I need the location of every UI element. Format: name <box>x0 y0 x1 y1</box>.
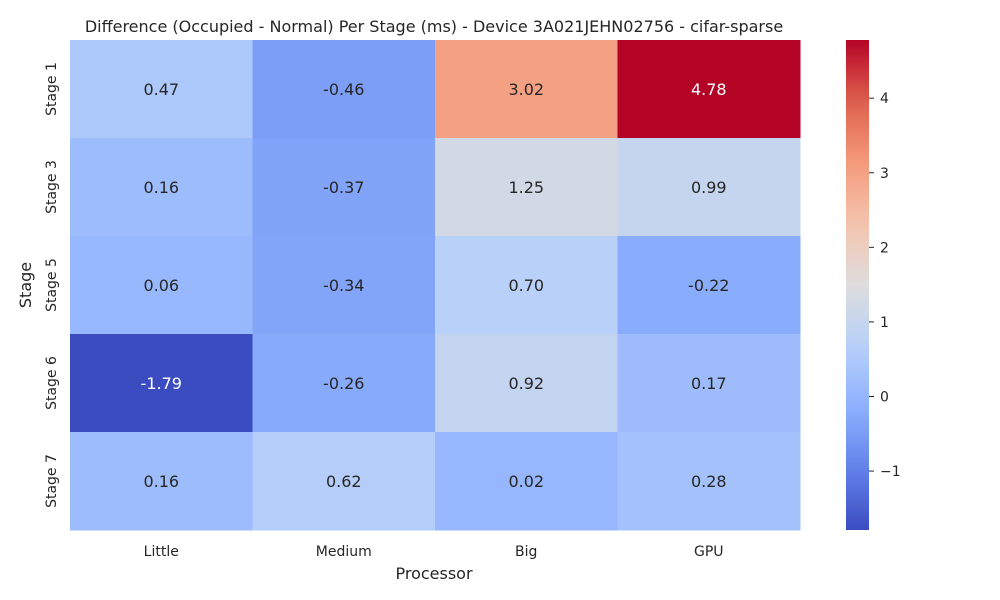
heatmap-cell-value: -0.22 <box>688 276 729 295</box>
heatmap-cell-value: 0.99 <box>691 178 727 197</box>
heatmap-cell <box>617 334 801 433</box>
colorbar-tick-label: 4 <box>880 91 889 107</box>
heatmap-cell <box>617 138 801 237</box>
heatmap-cell-value: 0.06 <box>143 276 179 295</box>
x-tick-label: Little <box>144 544 179 560</box>
colorbar-tick-label: 3 <box>880 166 889 182</box>
colorbar-tick-label: 0 <box>880 389 889 405</box>
heatmap-cell-value: 0.17 <box>691 374 727 393</box>
heatmap-cell <box>70 334 253 433</box>
heatmap-cell <box>617 40 801 139</box>
y-axis-ticks: Stage 1 Stage 3 Stage 5 Stage 6 Stage 7 <box>44 62 60 508</box>
colorbar-tick-label: −1 <box>880 464 901 480</box>
heatmap-cell <box>70 40 253 139</box>
heatmap-cell-value: 0.62 <box>326 472 362 491</box>
y-tick-label: Stage 6 <box>44 356 60 410</box>
heatmap-cell-labels: 0.47 -0.46 3.02 4.78 0.16 -0.37 1.25 0.99 0.06 -0… <box>141 80 730 491</box>
heatmap-cell-value: -0.34 <box>323 276 364 295</box>
heatmap-cell-value: 3.02 <box>508 80 544 99</box>
heatmap-cell-value: 0.16 <box>143 178 179 197</box>
x-tick-label: Big <box>515 544 537 560</box>
heatmap-cell <box>617 432 801 531</box>
heatmap-cell <box>435 138 618 237</box>
heatmap-cell <box>252 138 436 237</box>
heatmap-cells <box>70 40 801 531</box>
x-axis-label: Processor <box>395 564 472 583</box>
x-axis-ticks: Little Medium Big GPU <box>144 544 724 560</box>
y-tick-label: Stage 3 <box>44 160 60 214</box>
y-tick-label: Stage 7 <box>44 454 60 508</box>
x-tick-label: Medium <box>316 544 372 560</box>
heatmap-cell-value: 4.78 <box>691 80 727 99</box>
heatmap-cell <box>435 432 618 531</box>
x-tick-label: GPU <box>694 544 724 560</box>
heatmap-cell <box>252 40 436 139</box>
heatmap-cell-value: -0.37 <box>323 178 364 197</box>
colorbar <box>846 40 869 530</box>
y-tick-label: Stage 1 <box>44 62 60 116</box>
y-tick-label: Stage 5 <box>44 258 60 312</box>
heatmap-cell <box>70 236 253 335</box>
heatmap-cell <box>435 334 618 433</box>
heatmap-cell-value: -0.26 <box>323 374 364 393</box>
heatmap-cell <box>252 334 436 433</box>
heatmap-cell <box>252 236 436 335</box>
heatmap-cell-value: 0.02 <box>508 472 544 491</box>
heatmap-cell-value: -0.46 <box>323 80 364 99</box>
heatmap-cell-value: 0.92 <box>508 374 544 393</box>
colorbar-ticks: 4 3 2 1 0 −1 <box>869 91 901 480</box>
colorbar-tick-label: 2 <box>880 240 889 256</box>
chart-title: Difference (Occupied - Normal) Per Stage… <box>85 17 783 36</box>
colorbar-tick-label: 1 <box>880 315 889 331</box>
heatmap-cell <box>70 138 253 237</box>
heatmap-cell <box>70 432 253 531</box>
heatmap-cell-value: 0.28 <box>691 472 727 491</box>
heatmap-cell-value: 1.25 <box>508 178 544 197</box>
heatmap-cell-value: 0.47 <box>143 80 179 99</box>
heatmap-cell-value: 0.16 <box>143 472 179 491</box>
y-axis-label: Stage <box>16 262 35 308</box>
heatmap-cell <box>252 432 436 531</box>
heatmap-cell-value: 0.70 <box>508 276 544 295</box>
heatmap-cell <box>435 236 618 335</box>
heatmap-cell <box>617 236 801 335</box>
heatmap-cell <box>435 40 618 139</box>
heatmap-cell-value: -1.79 <box>141 374 182 393</box>
